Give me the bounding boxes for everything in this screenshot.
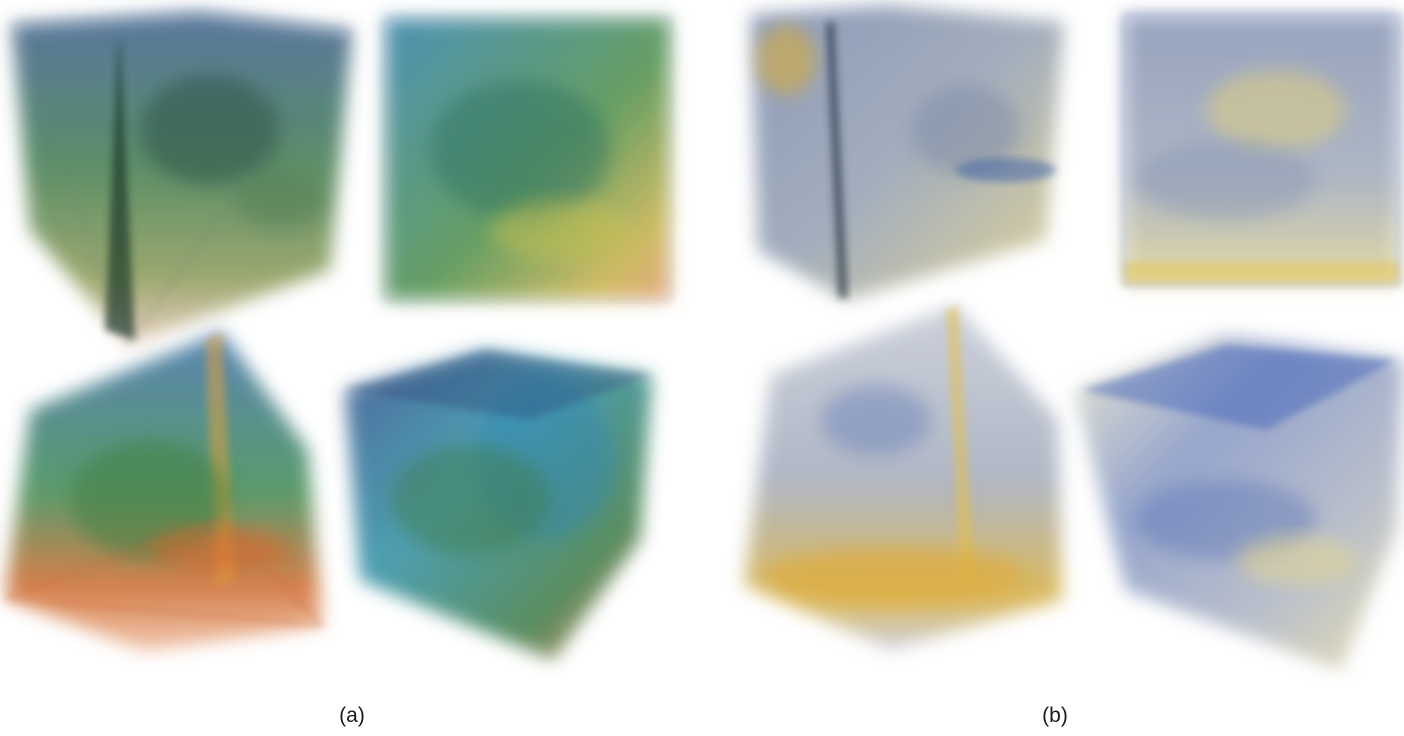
render-a-4 [345, 350, 652, 660]
panel-caption-a: (a) [339, 704, 365, 727]
render-a-3 [4, 332, 326, 652]
render-b-3 [744, 305, 1062, 650]
render-a-2 [384, 17, 671, 301]
volume-renderings-b [744, 5, 1404, 670]
panel-caption-b: (b) [1042, 704, 1068, 727]
render-b-1 [751, 5, 1064, 300]
render-a-1 [10, 10, 354, 348]
render-b-4 [1074, 335, 1404, 670]
figure-panel-a: (a) [4, 10, 671, 727]
figure-panel-b: (b) [706, 0, 1404, 736]
volume-renderings-a [4, 10, 671, 660]
render-b-2 [1122, 13, 1401, 287]
